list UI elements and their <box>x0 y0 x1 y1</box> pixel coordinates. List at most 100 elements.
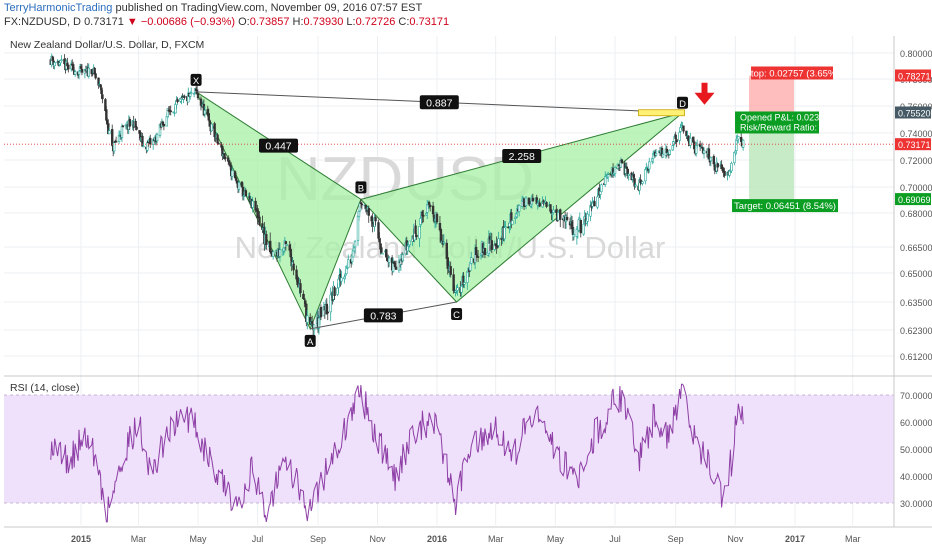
candle-body <box>439 229 443 243</box>
author-link[interactable]: TerryHarmonicTrading <box>4 2 113 14</box>
pattern-point-badge <box>451 308 463 320</box>
candle-body <box>73 71 77 75</box>
candle-body <box>347 259 350 268</box>
ratio-label: 0.887 <box>426 97 452 109</box>
candle-body <box>625 166 628 169</box>
candle-body <box>326 311 329 314</box>
publish-header: TerryHarmonicTrading published on Tradin… <box>0 0 932 30</box>
candle-body <box>730 163 733 172</box>
price-axis-badge <box>895 106 931 119</box>
candle-body <box>388 257 391 263</box>
candle-body <box>428 204 432 207</box>
candle-body <box>559 209 562 220</box>
candle-body <box>111 129 114 146</box>
time-tick-label: 2017 <box>785 534 805 544</box>
pattern-point-label: A <box>307 337 314 348</box>
candle-body <box>613 167 617 174</box>
pattern-point-label: X <box>193 76 200 87</box>
candle-body <box>299 283 302 293</box>
candle-body <box>333 287 336 296</box>
price-tick-label: 0.66500 <box>900 243 932 253</box>
candle-body <box>422 214 425 217</box>
time-tick-label: 2015 <box>71 534 91 544</box>
candle-body <box>627 173 630 176</box>
candle-body <box>284 241 288 245</box>
candle-body <box>654 153 658 156</box>
candle-body <box>504 226 507 228</box>
ratio-label: 2.258 <box>509 151 535 163</box>
candle-body <box>689 137 692 146</box>
candle-body <box>183 95 186 98</box>
candle-body <box>385 249 388 258</box>
candle-body <box>304 300 307 305</box>
candle-body <box>648 161 651 170</box>
candle-body <box>490 240 493 250</box>
candle-body <box>128 118 131 127</box>
candle-body <box>552 209 555 213</box>
candle-body <box>340 277 343 282</box>
low-label: L: <box>346 16 356 28</box>
candle-body <box>217 142 220 145</box>
candle-body <box>303 298 306 300</box>
candle-body <box>108 130 111 135</box>
pattern-point-label: C <box>453 310 460 321</box>
candle-body <box>427 202 431 205</box>
candle-body <box>565 216 569 221</box>
candle-body <box>377 222 380 239</box>
candle-body <box>285 244 288 246</box>
candle-body <box>551 213 554 215</box>
price-change: −0.00686 (−0.93%) <box>140 16 236 28</box>
time-tick-label: Sep <box>310 534 326 544</box>
price-axis-badge-label: 0.73171 <box>898 140 931 150</box>
pnl-badge <box>735 111 820 134</box>
candle-body <box>77 70 81 75</box>
candle-body <box>162 123 166 127</box>
target-badge <box>732 199 839 213</box>
rsi-tick-label: 40.0000 <box>900 472 932 482</box>
candle-body <box>446 257 449 269</box>
candle-body <box>149 137 152 145</box>
candle-body <box>661 153 665 158</box>
candle-body <box>503 227 506 240</box>
candle-body <box>435 213 439 223</box>
pattern-point-badge <box>677 96 689 109</box>
candle-body <box>60 59 63 62</box>
candle-body <box>620 159 624 164</box>
candle-body <box>380 247 383 253</box>
candle-body <box>740 137 743 142</box>
price-tick-label: 0.68000 <box>900 209 932 219</box>
candle-body <box>101 94 104 100</box>
rsi-line <box>50 383 744 523</box>
time-tick-label: May <box>547 534 565 544</box>
candle-body <box>716 163 719 168</box>
rr-text: Risk/Reward Ratio: 2.34 <box>740 122 837 132</box>
candle-body <box>142 145 145 148</box>
candle-body <box>596 196 599 208</box>
time-tick-label: 2016 <box>427 534 447 544</box>
symbol-label: FX:NZDUSD, D <box>4 16 81 28</box>
candle-body <box>474 247 478 256</box>
candle-body <box>463 282 466 285</box>
candle-body <box>674 134 677 140</box>
candle-body <box>234 177 238 181</box>
close-value: 0.73171 <box>409 16 450 28</box>
low-value: 0.72726 <box>355 16 396 28</box>
candle-body <box>278 249 282 257</box>
candle-body <box>449 266 452 275</box>
rsi-tick-label: 60.0000 <box>900 418 932 428</box>
candle-body <box>166 108 170 118</box>
published-text: published on TradingView.com, November 0… <box>115 2 423 14</box>
candle-body <box>476 256 480 258</box>
ratio-badge <box>419 95 459 110</box>
candle-body <box>709 157 713 162</box>
candle-body <box>577 219 581 231</box>
candle-body <box>53 62 56 67</box>
pattern-point-badge <box>355 181 367 194</box>
price-tick-label: 0.70000 <box>900 183 932 193</box>
candle-body <box>80 68 84 73</box>
prz-box <box>638 109 685 117</box>
price-axis-badge-label: 0.69069 <box>898 195 931 205</box>
candle-body <box>319 307 323 318</box>
pattern-point-badge <box>304 334 316 347</box>
